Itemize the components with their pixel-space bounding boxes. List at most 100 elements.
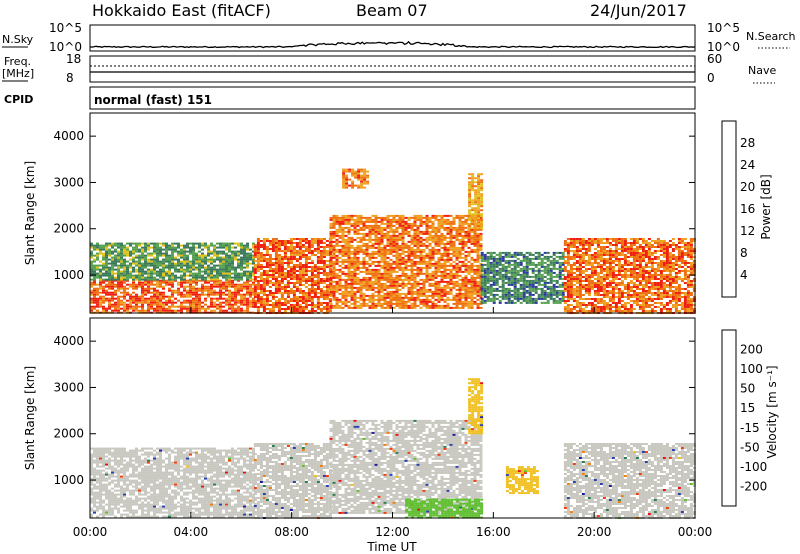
power-cell [389,306,393,309]
power-cell [552,257,556,260]
power-cell [332,266,336,269]
power-cell [473,242,477,245]
power-cell [555,299,559,302]
power-cell [486,259,490,262]
power-cell [476,254,480,257]
power-cell [383,250,387,253]
power-cell [416,272,420,275]
power-cell [368,234,372,237]
power-cell [298,240,302,242]
power-cell [528,281,532,284]
power-cell [222,274,225,277]
power-cell [356,304,360,307]
power-cell [171,276,174,279]
power-cell [120,283,123,286]
power-cell [368,254,372,257]
power-cell [395,250,399,253]
power-cell [386,238,390,241]
power-cell [501,287,505,290]
power-cell [271,284,275,286]
power-cell [452,302,456,305]
power-cell [117,297,120,300]
power-cell [129,283,132,286]
power-cell [304,308,308,310]
power-cell [353,218,357,221]
power-cell [461,278,465,281]
power-cell [452,282,456,285]
power-cell [253,266,257,268]
power-cell [434,288,438,291]
power-cell [310,268,314,270]
power-cell [353,306,357,309]
power-cell [180,244,183,247]
power-cell [486,285,490,288]
power-cell [108,268,111,271]
power-cell [310,250,314,252]
power-cell [449,224,453,227]
power-cell [219,264,222,267]
power-cell [419,236,423,239]
power-cell [231,266,234,269]
power-cell [540,257,544,260]
power-cell [256,266,260,268]
power-cell [354,174,358,177]
power-cell [259,240,263,242]
power-cell [401,214,405,217]
power-cell [407,256,411,259]
power-cell [114,278,117,281]
power-cell [177,260,180,263]
power-cell [467,304,471,307]
power-cell [252,303,255,306]
power-cell [431,230,435,233]
power-cell [434,302,438,305]
power-cell [428,250,432,253]
power-cell [410,216,414,219]
power-cell [561,269,565,272]
power-cell [498,285,502,288]
power-cell [123,291,126,294]
power-cell [120,260,123,263]
power-cell [473,220,477,223]
power-cell [471,203,475,206]
power-cell [335,288,339,291]
power-cell [150,276,153,279]
power-cell [114,291,117,294]
power-cell [350,256,354,259]
power-cell [461,294,465,297]
power-cell [510,295,514,298]
power-cell [183,279,186,282]
power-cell [362,298,366,301]
power-cell [228,256,231,259]
power-cell [325,252,329,254]
power-cell [401,226,405,229]
power-cell [283,310,287,312]
power-cell [440,252,444,255]
power-cell [486,291,490,294]
power-cell [359,214,363,217]
power-cell [168,248,171,251]
power-cell [449,268,453,271]
power-cell [295,310,299,312]
power-cell [338,276,342,279]
power-cell [347,304,351,307]
power-cell [210,274,213,277]
power-cell [561,263,565,266]
power-cell [446,220,450,223]
power-cell [479,242,483,245]
power-cell [96,254,99,257]
power-cell [216,254,219,257]
power-cell [552,289,556,292]
power-cell [425,290,429,293]
power-cell [304,302,308,304]
power-cell [99,250,102,253]
power-cell [566,252,570,254]
power-cell [473,278,477,281]
power-cell [189,283,192,286]
power-cell [404,294,408,297]
power-cell [458,230,462,233]
power-cell [552,259,556,262]
power-cell [347,272,351,275]
power-cell [156,254,159,257]
power-cell [259,268,263,270]
power-cell [434,292,438,295]
